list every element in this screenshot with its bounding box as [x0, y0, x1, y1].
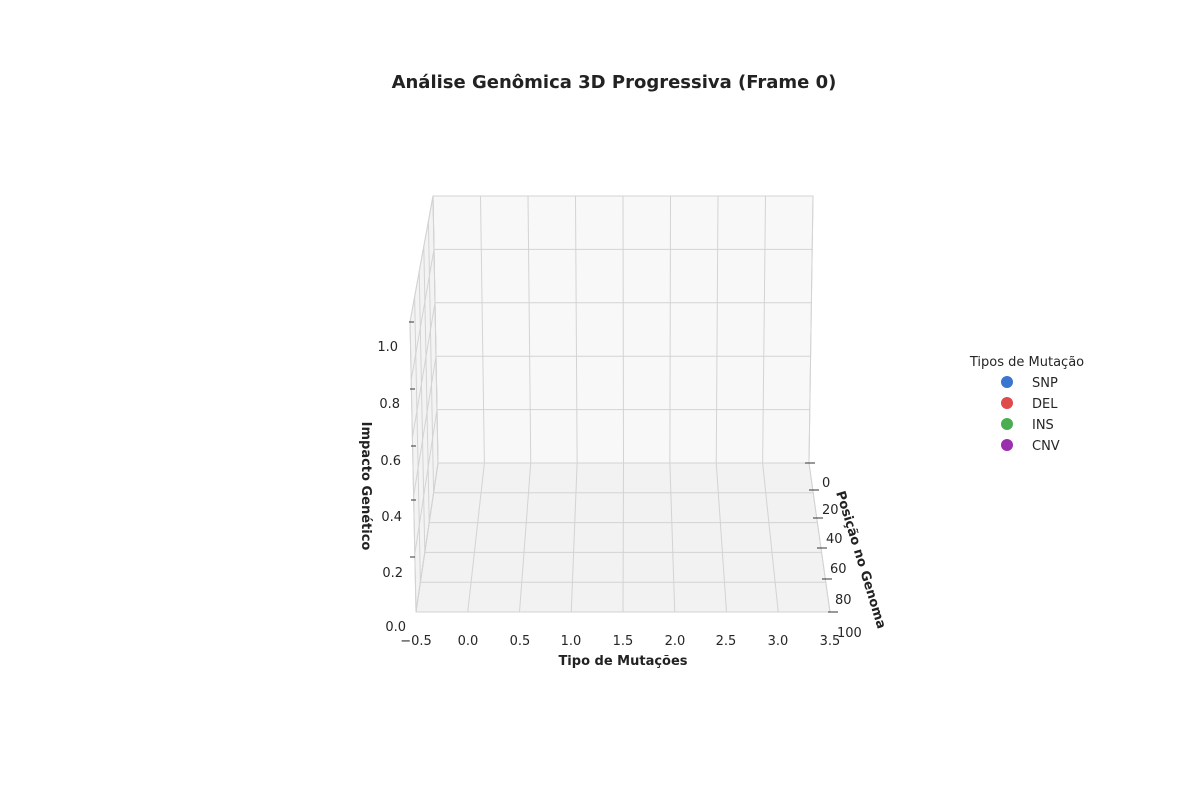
y-tick-label: 60	[830, 562, 847, 577]
z-tick-label: 1.0	[377, 340, 398, 355]
legend: Tipos de Mutação SNP DEL INS CNV	[969, 355, 1084, 454]
legend-marker-cnv	[1001, 439, 1013, 451]
x-tick-label: −0.5	[400, 634, 432, 649]
z-tick-label: 0.6	[380, 454, 401, 469]
legend-marker-snp	[1001, 376, 1013, 388]
z-tick-label: 0.2	[382, 566, 403, 581]
y-tick-label: 0	[822, 476, 830, 491]
legend-marker-del	[1001, 397, 1013, 409]
z-axis: 0.0 0.2 0.4 0.6 0.8 1.0 Impacto Genético	[358, 322, 416, 635]
x-axis: −0.5 0.0 0.5 1.0 1.5 2.0 2.5 3.0 3.5 Tip…	[400, 634, 840, 669]
grid-line-back-x	[670, 196, 671, 463]
legend-label-snp: SNP	[1032, 376, 1058, 391]
y-tick-label: 80	[835, 593, 852, 608]
x-tick-label: 3.0	[768, 634, 789, 649]
x-tick-label: 1.5	[613, 634, 634, 649]
z-tick-label: 0.8	[379, 397, 400, 412]
z-tick-label: 0.4	[381, 510, 402, 525]
y-axis-label: Posição no Genoma	[832, 489, 888, 630]
x-tick-label: 2.0	[665, 634, 686, 649]
z-tick-label: 0.0	[385, 620, 406, 635]
x-tick-label: 2.5	[716, 634, 737, 649]
legend-label-cnv: CNV	[1032, 439, 1060, 454]
y-tick-label: 40	[826, 532, 843, 547]
x-tick-label: 1.0	[561, 634, 582, 649]
grid-line-back-x	[623, 196, 624, 463]
x-tick-label: 0.5	[510, 634, 531, 649]
legend-label-del: DEL	[1032, 397, 1058, 412]
x-tick-label: 0.0	[458, 634, 479, 649]
z-axis-label: Impacto Genético	[358, 422, 373, 551]
legend-title: Tipos de Mutação	[969, 355, 1084, 370]
y-tick-label: 100	[837, 626, 862, 641]
chart-title: Análise Genômica 3D Progressiva (Frame 0…	[392, 72, 837, 93]
legend-label-ins: INS	[1032, 418, 1054, 433]
x-axis-label: Tipo de Mutações	[558, 654, 687, 669]
legend-marker-ins	[1001, 418, 1013, 430]
grid-line-floor-x	[623, 463, 624, 612]
